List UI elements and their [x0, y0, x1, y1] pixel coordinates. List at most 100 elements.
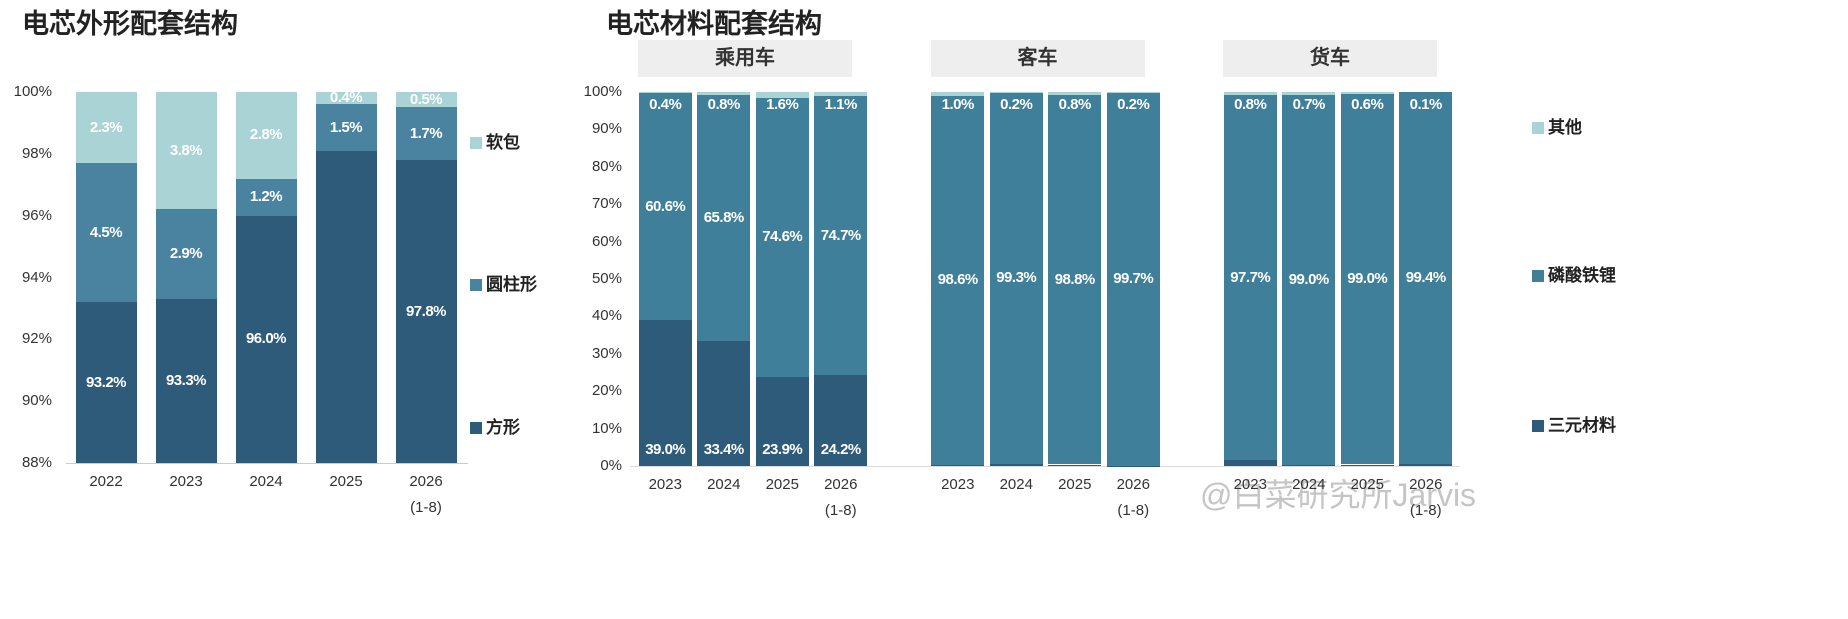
value-label: 93.3% — [165, 372, 207, 390]
bar-segment — [1399, 92, 1453, 464]
value-label: 96.0% — [245, 330, 287, 348]
x-axis — [66, 463, 468, 464]
legend-label: 圆柱形 — [486, 275, 537, 294]
x-tick-label: 2023 — [648, 476, 682, 493]
value-label: 99.3% — [996, 269, 1037, 287]
value-label: 0.7% — [1292, 96, 1326, 113]
legend-label: 磷酸铁锂 — [1548, 266, 1616, 285]
y-tick-label: 30% — [591, 344, 622, 362]
x-tick-label: 2025 — [329, 473, 363, 490]
y-tick-label: 70% — [591, 195, 622, 213]
bar-segment — [1223, 94, 1277, 461]
bar-segment — [155, 299, 217, 463]
value-label: 0.1% — [1409, 96, 1443, 113]
value-label: 0.6% — [1351, 96, 1384, 113]
bar-segment — [1399, 463, 1453, 466]
bar-segment — [315, 104, 377, 151]
value-label: 93.2% — [85, 373, 127, 391]
y-tick-label: 40% — [591, 307, 622, 325]
value-label: 2.9% — [169, 245, 203, 263]
bar-segment — [1048, 464, 1102, 466]
value-label: 24.2% — [820, 441, 862, 458]
bar-segment — [395, 160, 457, 463]
x-tick-label: 2024 — [999, 476, 1033, 493]
x-tick-label: 2026 (1-8) — [409, 473, 443, 516]
legend-swatch — [1532, 270, 1544, 282]
legend-label: 三元材料 — [1548, 416, 1616, 435]
value-label: 33.4% — [703, 441, 745, 458]
bar-segment — [989, 92, 1043, 93]
y-tick-label: 10% — [591, 419, 622, 437]
bar-segment — [638, 93, 692, 321]
panel-header: 乘用车 — [638, 40, 852, 77]
value-label: 39.0% — [645, 441, 686, 458]
legend-swatch — [470, 422, 482, 434]
x-tick-label: 2024 — [249, 473, 283, 490]
bar-segment — [755, 376, 809, 466]
value-label: 2.8% — [249, 126, 283, 144]
legend-label: 方形 — [486, 418, 520, 437]
bar-segment — [814, 96, 868, 376]
y-tick-label: 0% — [600, 457, 622, 474]
watermark: @白菜研究所Jarvis — [1200, 477, 1477, 513]
x-axis — [630, 466, 1460, 467]
y-tick-label: 90% — [591, 120, 622, 138]
bar-segment — [755, 92, 809, 98]
legend-swatch — [470, 279, 482, 291]
value-label: 97.7% — [1230, 268, 1271, 286]
legend-swatch — [470, 137, 482, 149]
bar-segment — [697, 92, 751, 95]
bar-segment — [395, 107, 457, 160]
value-label: 0.4% — [649, 96, 682, 113]
x-tick-label: 2025 — [1058, 476, 1092, 493]
bar-segment — [1340, 92, 1394, 95]
bar-segment — [638, 92, 692, 94]
value-label: 0.2% — [1000, 96, 1033, 113]
bar-segment — [814, 92, 868, 97]
bar-segment — [755, 97, 809, 377]
bar-segment — [1048, 92, 1102, 95]
bar-segment — [395, 92, 457, 108]
bar-segment — [1106, 92, 1160, 466]
y-tick-label: 98% — [21, 144, 52, 162]
chart-title: 电芯外形配套结构 — [22, 9, 238, 39]
bar-segment — [235, 92, 297, 179]
bar-segment — [155, 209, 217, 300]
value-label: 0.5% — [409, 90, 443, 108]
value-label: 60.6% — [645, 197, 686, 215]
bar-segment — [989, 92, 1043, 465]
bar-segment — [638, 320, 692, 466]
value-label: 99.7% — [1113, 270, 1154, 288]
x-tick-label: 2024 — [707, 476, 741, 493]
legend-swatch — [1532, 420, 1544, 432]
bar-segment — [1106, 92, 1160, 93]
bar-segment — [315, 150, 377, 463]
bar-segment — [315, 92, 377, 105]
y-tick-label: 92% — [21, 330, 52, 348]
y-tick-label: 60% — [591, 232, 622, 250]
bar-segment — [75, 302, 137, 463]
value-label: 97.8% — [405, 302, 447, 320]
legend-label: 软包 — [486, 133, 520, 152]
x-tick-label: 2026 (1-8) — [824, 476, 858, 519]
value-label: 0.4% — [329, 89, 363, 107]
bar-segment — [697, 94, 751, 342]
bar-segment — [931, 96, 985, 465]
value-label: 65.8% — [703, 209, 745, 227]
panel-header: 货车 — [1223, 40, 1437, 77]
value-label: 1.6% — [766, 96, 799, 113]
value-label: 23.9% — [762, 441, 803, 458]
legend-swatch — [1532, 122, 1544, 134]
bar-segment — [1223, 92, 1277, 95]
value-label: 1.0% — [941, 96, 975, 113]
bar-segment — [1048, 94, 1102, 465]
x-tick-label: 2025 — [765, 476, 799, 493]
x-tick-label: 2022 — [89, 473, 123, 490]
y-tick-label: 20% — [591, 382, 622, 400]
y-tick-label: 50% — [591, 270, 622, 287]
y-tick-label: 94% — [21, 268, 52, 286]
bar-segment — [814, 375, 868, 466]
bar-segment — [1340, 94, 1394, 465]
value-label: 0.2% — [1117, 96, 1150, 113]
